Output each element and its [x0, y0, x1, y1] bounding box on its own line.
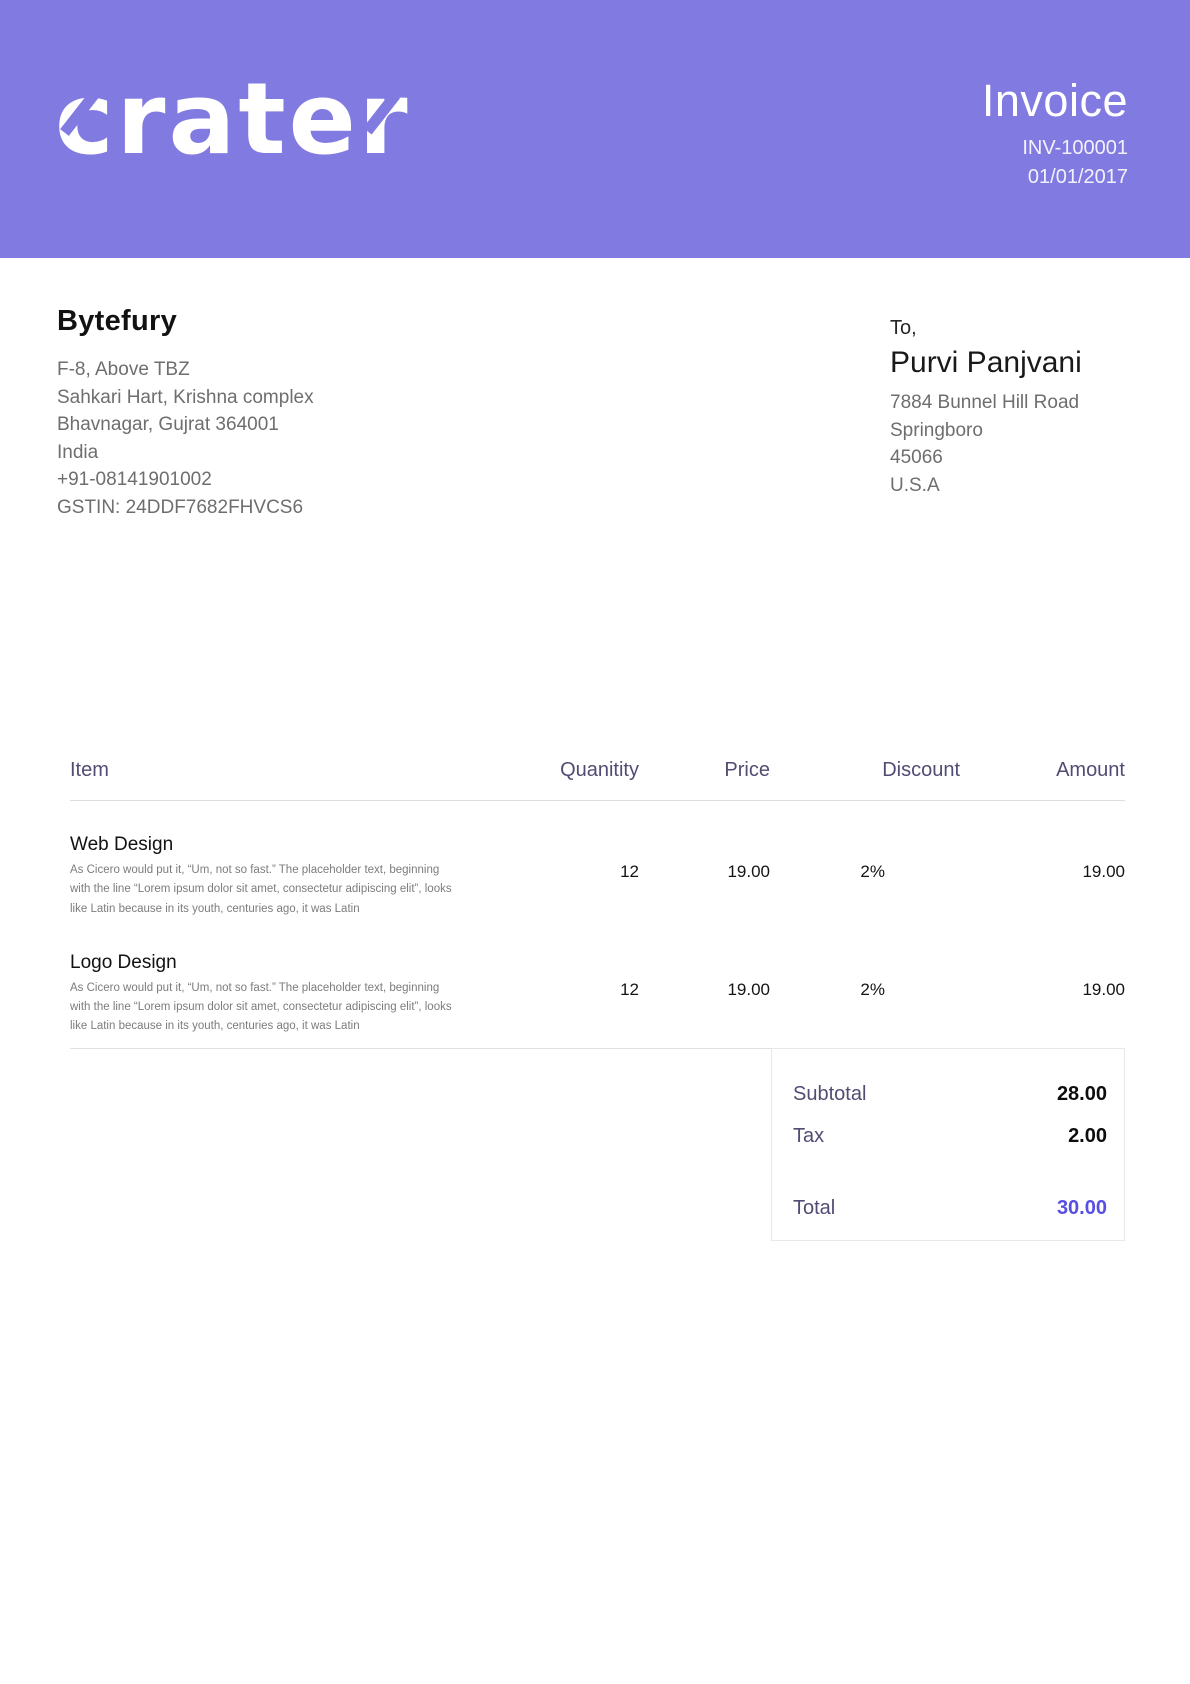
item-discount: 2% [860, 979, 885, 999]
seller-address-line: Sahkari Hart, Krishna complex [57, 386, 314, 408]
item-description-line: As Cicero would put it, “Um, not so fast… [70, 981, 440, 994]
item-description-line: As Cicero would put it, “Um, not so fast… [70, 864, 440, 876]
buyer-address-line: 7884 Bunnel Hill Road [890, 392, 1080, 413]
table-row: Web Design As Cicero would put it, “Um, … [70, 801, 1125, 919]
invoice-date: 01/01/2017 [1027, 166, 1128, 188]
subtotal-value: 28.00 [1056, 1082, 1107, 1105]
buyer-address-line: U.S.A [890, 474, 940, 496]
buyer-address-line: Springboro [890, 419, 983, 441]
crater-logo-text: crater [55, 62, 411, 177]
tax-row: Tax 2.00 [793, 1122, 1107, 1150]
item-amount: 19.00 [1082, 862, 1125, 881]
item-description-line: like Latin because in its youth, centuri… [70, 902, 360, 915]
seller-address-line: Bhavnagar, Gujrat 364001 [57, 414, 279, 435]
column-header-amount: Amount [1056, 759, 1125, 781]
item-description-line: with the line “Lorem ipsum dolor sit ame… [70, 1001, 452, 1014]
buyer-address-line: 45066 [890, 447, 943, 468]
item-description: As Cicero would put it, “Um, not so fast… [70, 979, 510, 1037]
item-amount: 19.00 [1082, 979, 1125, 999]
seller-name: Bytefury [57, 305, 178, 337]
item-price: 19.00 [727, 862, 770, 881]
invoice-title: Invoice [981, 75, 1128, 126]
invoice-meta: Invoice INV-100001 01/01/2017 [982, 74, 1128, 192]
seller-phone: +91-08141901002 [57, 469, 212, 490]
table-header-divider [70, 800, 1125, 801]
item-description-line: like Latin because in its youth, centuri… [70, 1020, 360, 1033]
seller-address-line: India [57, 441, 99, 463]
total-value: 30.00 [1056, 1196, 1107, 1219]
seller-address-block: Bytefury F-8, Above TBZ Sahkari Hart, Kr… [57, 303, 314, 521]
buyer-address-block: To, Purvi Panjvani 7884 Bunnel Hill Road… [890, 314, 1082, 499]
invoice-header-banner: crater Invoice INV-100001 01/01/2017 [0, 0, 1190, 258]
item-description-line: with the line “Lorem ipsum dolor sit ame… [70, 883, 452, 896]
seller-gstin: GSTIN: 24DDF7682FHVCS6 [57, 496, 304, 518]
column-header-discount: Discount [882, 759, 960, 781]
item-quantity: 12 [620, 979, 639, 999]
item-description: As Cicero would put it, “Um, not so fast… [70, 861, 510, 919]
buyer-name: Purvi Panjvani [890, 346, 1082, 379]
column-header-price: Price [724, 759, 770, 781]
subtotal-row: Subtotal 28.00 [793, 1080, 1107, 1108]
table-bottom-divider [70, 1047, 1125, 1049]
item-price: 19.00 [727, 979, 770, 999]
totals-box: Subtotal 28.00 Tax 2.00 Total 30.00 [771, 1047, 1125, 1241]
subtotal-label: Subtotal [793, 1082, 867, 1105]
item-cell: Web Design As Cicero would put it, “Um, … [70, 801, 510, 919]
seller-address-line: F-8, Above TBZ [57, 359, 190, 380]
total-label: Total [793, 1196, 836, 1219]
total-row: Total 30.00 [793, 1194, 1107, 1222]
tax-value: 2.00 [1068, 1124, 1107, 1147]
crater-logo: crater [55, 58, 411, 182]
item-name: Web Design [70, 834, 174, 855]
item-discount: 2% [860, 862, 885, 881]
line-items-table: Item Quanitity Price Discount Amount Web… [70, 755, 1125, 1241]
invoice-number: INV-100001 [1022, 137, 1128, 159]
seller-address: F-8, Above TBZ Sahkari Hart, Krishna com… [57, 356, 314, 521]
column-header-item: Item [70, 759, 109, 781]
item-cell: Logo Design As Cicero would put it, “Um,… [70, 919, 510, 1037]
table-header-row: Item Quanitity Price Discount Amount [70, 755, 1125, 785]
item-name: Logo Design [70, 951, 177, 973]
to-label: To, [890, 317, 917, 339]
item-quantity: 12 [620, 862, 639, 881]
column-header-quantity: Quanitity [560, 759, 639, 781]
table-row: Logo Design As Cicero would put it, “Um,… [70, 919, 1125, 1037]
buyer-address: 7884 Bunnel Hill Road Springboro 45066 U… [890, 389, 1082, 499]
tax-label: Tax [793, 1124, 825, 1147]
